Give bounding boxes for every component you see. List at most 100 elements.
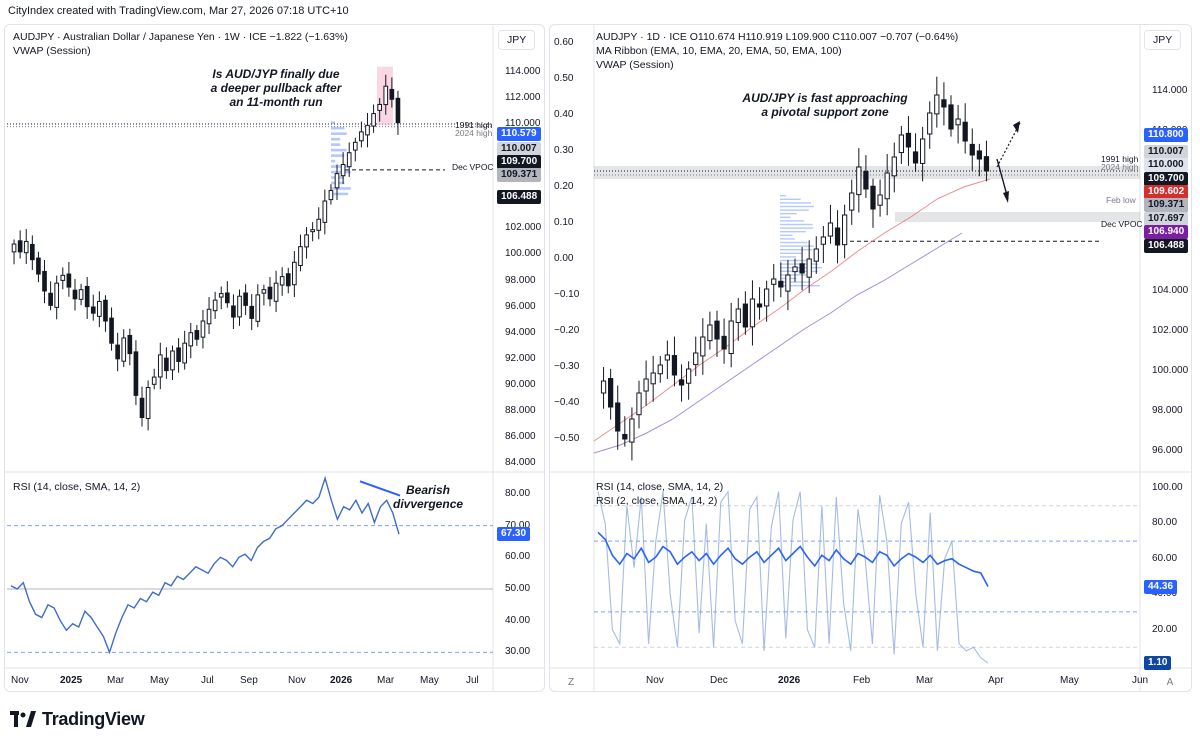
- chart-header: CityIndex created with TradingView.com, …: [8, 5, 349, 17]
- right-candle: [905, 132, 912, 148]
- left-price-tag: 109.700: [497, 155, 542, 169]
- auto-scale-icon[interactable]: A: [1166, 677, 1174, 688]
- left-candle: [255, 294, 261, 322]
- right-candle: [629, 418, 635, 443]
- left-chart-canvas[interactable]: [5, 25, 545, 692]
- right-rsi2-line: [597, 489, 989, 664]
- right-volume-profile-bar: [780, 252, 803, 254]
- left-time-tick: Nov: [288, 675, 306, 686]
- left-time-tick: May: [150, 675, 169, 686]
- left-time-tick: 2025: [60, 675, 83, 686]
- left-label-dec-vpoc: Dec VPOC: [452, 162, 494, 172]
- left-time-tick: 2026: [330, 675, 353, 686]
- left-rsi-legend: RSI (14, close, SMA, 14, 2): [13, 481, 141, 493]
- right-bearish-arrowhead: [1003, 191, 1009, 203]
- left-rsi-tick: 70.00: [505, 519, 531, 531]
- right-price-tag: 107.697: [1144, 212, 1189, 226]
- left-price-tick: 88.000: [505, 405, 536, 416]
- left-time-tick: Nov: [11, 675, 29, 686]
- right-candle: [969, 143, 975, 156]
- left-chart-panel[interactable]: AUDJPY · Australian Dollar / Japanese Ye…: [4, 24, 545, 692]
- right-volume-profile-bar: [780, 227, 814, 229]
- left-candle: [133, 351, 139, 396]
- left-candle: [304, 234, 309, 248]
- zoom-icon[interactable]: Z: [567, 677, 575, 688]
- left-candle: [279, 276, 285, 286]
- left-candle: [36, 257, 41, 275]
- right-price-tag: 110.007: [1144, 145, 1188, 159]
- left-candle: [365, 124, 370, 136]
- right-price-tag: 109.700: [1144, 172, 1189, 186]
- left-time-tick: Mar: [377, 675, 395, 686]
- left-candle: [316, 218, 322, 231]
- left-price-tag: 110.007: [497, 142, 541, 156]
- right-legend-title: AUDJPY · 1D · ICE O110.674 H110.919 L109…: [596, 31, 959, 43]
- left-candle: [17, 240, 23, 253]
- right-price-tick: 104.000: [1152, 285, 1189, 296]
- left-candle: [176, 347, 181, 362]
- right-left-scale-tick: −0.30: [554, 361, 580, 372]
- right-rsi-value-tag: 44.36: [1144, 579, 1178, 594]
- left-divergence-line: [359, 480, 401, 497]
- right-candle: [934, 94, 940, 115]
- right-time-tick: Apr: [988, 675, 1004, 686]
- right-bullish-arrow: [996, 122, 1021, 168]
- left-candle: [11, 243, 17, 253]
- right-rsi2-legend: RSI (2, close, SMA, 14, 2): [596, 495, 718, 507]
- right-time-tick: Nov: [646, 675, 664, 686]
- right-volume-profile-bar: [780, 285, 820, 287]
- right-price-tag: 106.940: [1144, 225, 1189, 239]
- left-volume-profile-bar: [331, 126, 345, 130]
- left-candle: [206, 308, 212, 325]
- right-candle: [650, 372, 656, 385]
- left-rsi-tick: 80.00: [505, 488, 531, 499]
- right-time-tick: Mar: [916, 675, 934, 686]
- right-rsi-tick: 80.00: [1152, 517, 1178, 529]
- right-candle: [983, 156, 990, 172]
- left-time-tick: Sep: [240, 675, 258, 686]
- left-candle: [127, 334, 133, 355]
- left-candle: [188, 332, 194, 347]
- right-left-scale-tick: 0.10: [554, 217, 574, 228]
- right-chart-canvas[interactable]: [550, 25, 1192, 692]
- left-candle: [164, 357, 169, 372]
- left-volume-profile-bar: [331, 137, 341, 141]
- left-price-tick: 90.000: [505, 378, 536, 390]
- left-candle: [115, 344, 120, 360]
- left-volume-profile-bar: [331, 154, 345, 157]
- left-candle: [30, 243, 35, 261]
- right-time-tick: 2026: [778, 675, 801, 686]
- right-volume-profile-bar: [780, 202, 811, 204]
- left-candle: [54, 282, 60, 308]
- left-candle: [170, 350, 175, 371]
- right-rsi-tick: 20.00: [1152, 623, 1178, 635]
- right-legend-vwap: VWAP (Session): [596, 59, 674, 71]
- footer: TradingView: [10, 706, 145, 732]
- left-candle: [23, 240, 29, 254]
- left-candle: [200, 320, 206, 338]
- left-candle: [48, 292, 53, 306]
- right-label-2024-high: 2024 high: [1101, 162, 1139, 172]
- left-candle: [212, 299, 218, 312]
- right-candle: [820, 236, 826, 245]
- right-volume-profile-bar: [780, 241, 808, 244]
- left-time-tick: May: [420, 675, 439, 686]
- right-candle: [735, 308, 741, 323]
- right-volume-profile-bar: [780, 195, 786, 197]
- right-candle: [728, 320, 734, 355]
- right-rsi14-line: [597, 531, 989, 587]
- left-time-tick: Mar: [107, 675, 125, 686]
- right-volume-profile-bar: [780, 259, 807, 262]
- left-volume-profile-bar: [331, 143, 341, 146]
- left-candle: [310, 229, 315, 233]
- left-legend-title: AUDJPY · Australian Dollar / Japanese Ye…: [13, 31, 348, 43]
- right-unit-badge[interactable]: JPY: [1144, 30, 1182, 50]
- right-candle: [912, 151, 919, 164]
- left-unit-badge[interactable]: JPY: [498, 30, 536, 50]
- left-volume-profile-bar: [331, 121, 335, 125]
- left-label-2024-high: 2024 high: [455, 128, 493, 138]
- right-chart-panel[interactable]: AUDJPY · 1D · ICE O110.674 H110.919 L109…: [549, 24, 1192, 692]
- left-candle: [359, 131, 364, 142]
- left-candle: [72, 289, 78, 300]
- right-candle: [643, 378, 649, 392]
